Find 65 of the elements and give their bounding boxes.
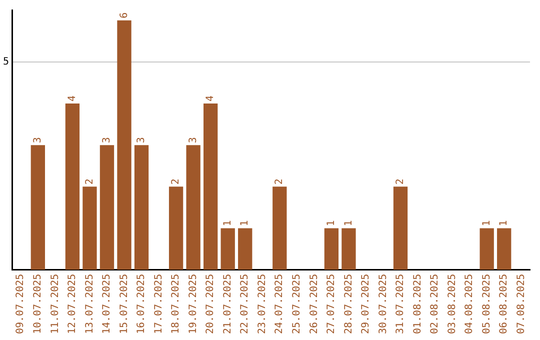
data-label: 2: [170, 178, 182, 185]
bar: [342, 228, 356, 270]
bar: [117, 20, 132, 270]
x-tick-label: 17.07.2025: [153, 274, 164, 334]
x-tick-label: 06.08.2025: [498, 274, 510, 334]
x-tick-label: 22.07.2025: [240, 274, 251, 334]
bar: [186, 145, 200, 270]
bar: [238, 228, 252, 270]
bar: [480, 228, 494, 270]
data-label: 1: [222, 220, 234, 226]
data-label: 2: [274, 178, 286, 185]
x-tick-label: 19.07.2025: [188, 274, 199, 334]
x-tick-label: 18.07.2025: [170, 274, 182, 334]
data-label: 1: [326, 220, 338, 226]
bar: [272, 186, 287, 270]
data-label: 1: [498, 220, 510, 226]
bar: [204, 104, 218, 270]
x-tick-label: 15.07.2025: [118, 274, 130, 334]
x-tick-label: 14.07.2025: [102, 274, 113, 334]
bar: [220, 228, 235, 270]
data-label: 1: [240, 220, 251, 226]
bar: [65, 104, 80, 270]
x-tick-label: 21.07.2025: [222, 274, 234, 334]
bar: [497, 228, 512, 270]
x-tick-label: 13.07.2025: [84, 274, 96, 334]
data-label: 2: [84, 178, 96, 185]
x-tick-label: 10.07.2025: [32, 274, 44, 334]
x-tick-label: 01.08.2025: [412, 274, 424, 334]
data-label: 4: [205, 95, 216, 102]
data-label: 1: [481, 220, 492, 226]
data-label: 4: [67, 95, 78, 102]
x-tick-label: 11.07.2025: [50, 274, 61, 334]
data-label: 3: [32, 137, 44, 144]
x-tick-label: 12.07.2025: [67, 274, 78, 334]
bar: [324, 228, 339, 270]
bar: [168, 186, 184, 270]
x-tick-label: 24.07.2025: [274, 274, 286, 334]
x-tick-label: 20.07.2025: [205, 274, 216, 334]
y-tick-label: 5: [2, 56, 10, 68]
x-tick-label: 28.07.2025: [343, 274, 354, 334]
data-label: 2: [395, 178, 406, 185]
x-tick-label: 05.08.2025: [481, 274, 492, 334]
bar: [82, 186, 97, 270]
x-tick-label: 23.07.2025: [256, 274, 268, 334]
data-label: 6: [118, 12, 130, 18]
x-tick-label: 07.08.2025: [516, 274, 527, 334]
x-tick-label: 02.08.2025: [430, 274, 441, 334]
x-tick-label: 16.07.2025: [136, 274, 148, 334]
x-tick-label: 03.08.2025: [446, 274, 458, 334]
x-tick-label: 31.07.2025: [395, 274, 406, 334]
x-tick-label: 29.07.2025: [360, 274, 372, 334]
bar: [100, 145, 114, 270]
data-label: 3: [136, 137, 148, 144]
bar: [134, 145, 149, 270]
data-label: 3: [188, 137, 199, 144]
x-tick-label: 26.07.2025: [308, 274, 320, 334]
data-label: 1: [343, 220, 354, 226]
x-tick-label: 27.07.2025: [326, 274, 338, 334]
x-tick-label: 25.07.2025: [292, 274, 303, 334]
bar: [30, 145, 45, 270]
data-label: 3: [102, 137, 113, 144]
bar: [393, 186, 408, 270]
x-tick-label: 04.08.2025: [464, 274, 476, 334]
x-tick-label: 09.07.2025: [15, 274, 26, 334]
x-tick-label: 30.07.2025: [378, 274, 389, 334]
